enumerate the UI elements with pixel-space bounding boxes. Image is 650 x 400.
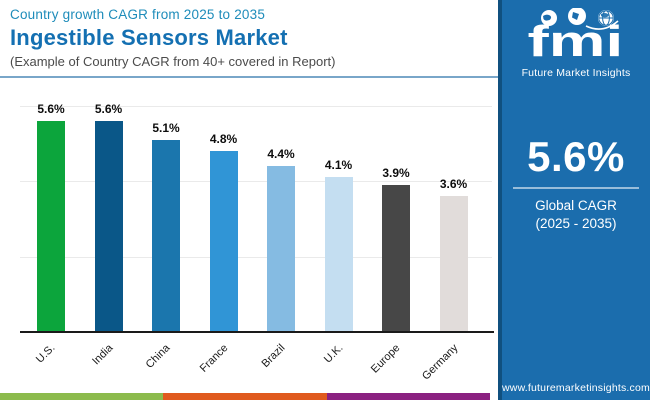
bar-value-label: 3.9% [382,166,410,180]
page-title: Ingestible Sensors Market [10,25,288,50]
stat-divider [513,187,639,189]
bar [152,140,180,332]
bar [439,196,468,332]
bar-chart: 5.6% U.S. 5.6% India 5.1% China 4.8% France 4.4%… [20,102,494,383]
bar-value-label: 4.4% [267,147,295,161]
globe-icon [568,7,586,25]
header-divider [0,76,498,78]
chart-header: Country growth CAGR from 2025 to 2035 In… [10,7,490,69]
website-url: www.futuremarketinsights.com [502,382,650,394]
gridline [20,256,492,258]
globe-icon [598,10,614,26]
bar [267,166,295,332]
bar [209,151,238,332]
x-axis-label: India [89,342,115,368]
footer-stripe-segment [326,393,490,400]
bar-value-label: 5.6% [37,102,65,116]
x-axis-label: U.S. [33,342,58,366]
footer-stripe [0,393,490,400]
footer-stripe-segment [0,393,164,400]
gridline [20,181,492,183]
chart-subtitle: (Example of Country CAGR from 40+ covere… [10,54,336,69]
chart-kicker: Country growth CAGR from 2025 to 2035 [10,7,266,22]
x-axis-label: Europe [368,342,403,376]
stat-value: 5.6% [527,133,625,180]
x-axis-label: France [197,342,230,375]
bar [37,121,65,332]
logo-subtext: Future Market Insights [521,67,631,79]
gridline [20,105,492,107]
x-axis-label: U.K. [321,342,345,366]
stat-label-line1: Global CAGR [535,198,617,213]
bar-value-label: 5.6% [94,102,123,116]
x-axis-label: Germany [419,342,460,383]
logo-text: fmi [527,16,623,60]
stat-label-line2: (2025 - 2035) [535,216,617,231]
x-axis-label: China [143,342,173,371]
swoosh [585,20,619,30]
bar [324,177,353,332]
x-axis-label: Brazil [259,342,288,370]
x-axis-line [20,331,494,333]
global-cagr-stat: 5.6% Global CAGR (2025 - 2035) [502,133,650,233]
bar [94,121,123,332]
globe-icon [541,10,557,26]
bar-value-label: 5.1% [152,121,180,135]
bar [382,185,410,332]
fmi-logo: fmi Future Market Insights [502,7,650,79]
footer-stripe-segment [163,393,327,400]
bar-value-label: 4.8% [209,132,238,146]
bar-value-label: 4.1% [324,158,353,172]
brand-sidebar: fmi Future Market Insights 5.6% Global C… [498,0,650,400]
fmi-logo-icon: fmi [527,7,623,66]
bar-value-label: 3.6% [439,177,468,191]
